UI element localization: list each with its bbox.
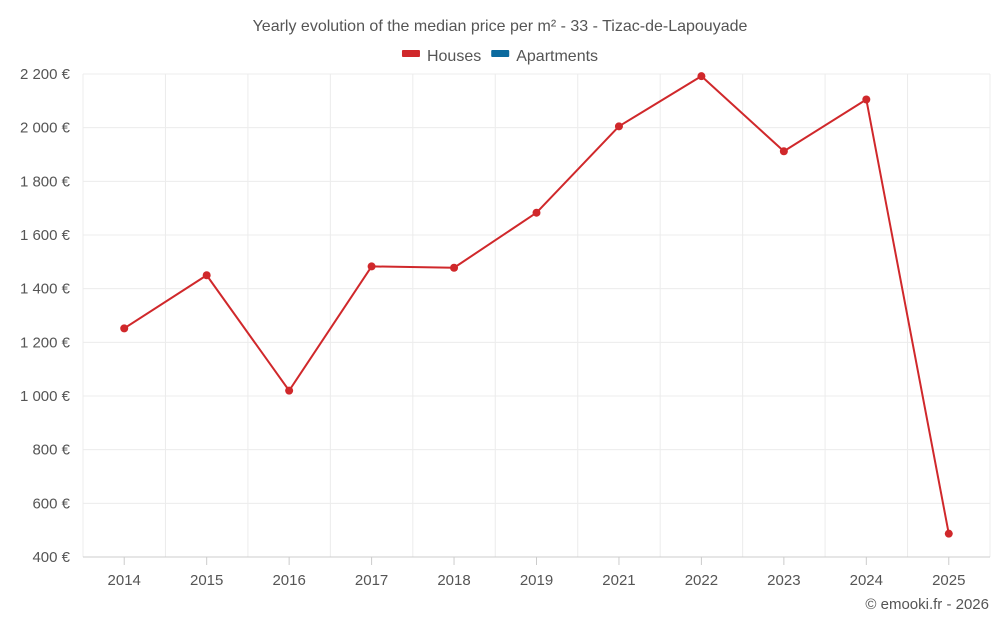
x-tick-label: 2015	[190, 572, 223, 589]
x-tick-label: 2019	[520, 572, 553, 589]
data-point[interactable]	[944, 529, 953, 538]
x-tick-label: 2024	[850, 572, 883, 589]
y-tick-label: 400 €	[32, 549, 70, 566]
y-tick-label: 1 200 €	[20, 334, 71, 351]
legend-item-apartments[interactable]: Apartments	[491, 48, 598, 65]
x-tick-label: 2022	[685, 572, 718, 589]
gridlines	[82, 73, 991, 558]
legend-label: Apartments	[516, 48, 598, 65]
x-tick-label: 2016	[272, 572, 305, 589]
x-tick-label: 2021	[602, 572, 635, 589]
x-tick-label: 2025	[932, 572, 965, 589]
y-tick-label: 1 800 €	[20, 173, 71, 190]
credit-text: © emooki.fr - 2026	[865, 596, 989, 613]
data-point[interactable]	[614, 122, 623, 131]
legend-item-houses[interactable]: Houses	[401, 48, 481, 65]
y-tick-label: 2 200 €	[20, 66, 71, 83]
data-point[interactable]	[367, 262, 376, 271]
chart-title: Yearly evolution of the median price per…	[253, 18, 748, 35]
legend-label: Houses	[427, 48, 481, 65]
data-point[interactable]	[779, 147, 788, 156]
x-tick-label: 2017	[355, 572, 388, 589]
axes: 400 € 600 € 800 € 1 000 € 1 200 € 1 400 € 1 60…	[20, 66, 990, 589]
x-tick-label: 2014	[108, 572, 141, 589]
legend: Houses Apartments	[401, 48, 598, 65]
data-point[interactable]	[532, 208, 541, 217]
data-point[interactable]	[120, 324, 129, 333]
data-point[interactable]	[862, 95, 871, 104]
data-point[interactable]	[202, 271, 211, 280]
y-tick-label: 1 600 €	[20, 227, 71, 244]
y-tick-label: 600 €	[32, 495, 70, 512]
y-tick-label: 1 400 €	[20, 281, 71, 298]
x-tick-label: 2023	[767, 572, 800, 589]
data-point[interactable]	[285, 386, 294, 395]
data-point[interactable]	[450, 263, 459, 272]
data-point[interactable]	[697, 72, 706, 81]
y-tick-label: 1 000 €	[20, 388, 71, 405]
series-layer	[120, 72, 953, 538]
legend-swatch	[401, 50, 420, 57]
x-tick-label: 2018	[437, 572, 470, 589]
y-tick-label: 800 €	[32, 442, 70, 459]
y-tick-label: 2 000 €	[20, 120, 71, 137]
legend-swatch	[491, 50, 510, 57]
